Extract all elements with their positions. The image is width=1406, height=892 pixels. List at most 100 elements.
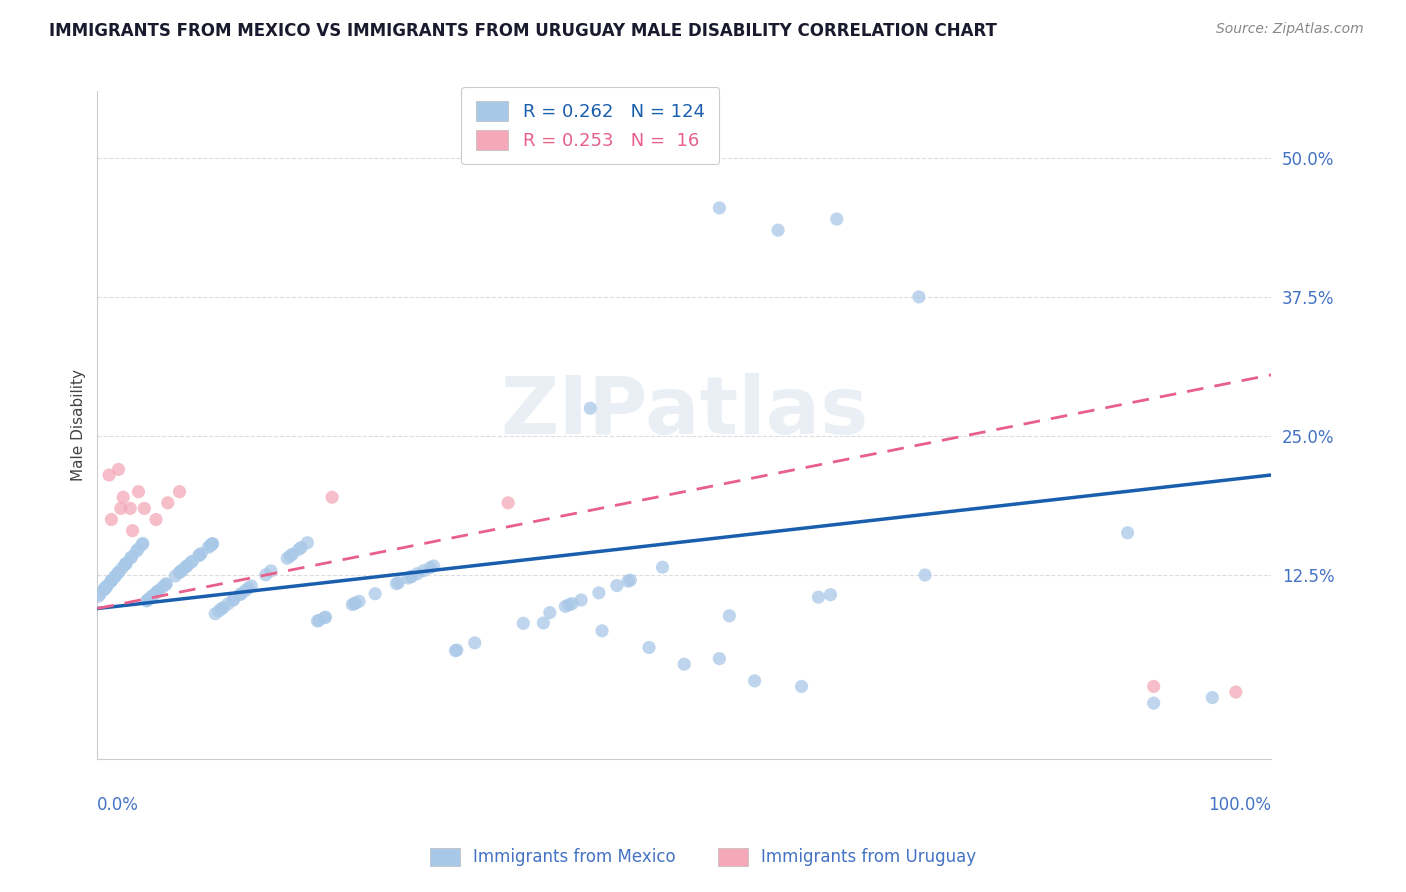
- Point: [229, 587, 252, 601]
- Point: [591, 624, 613, 638]
- Point: [93, 582, 115, 596]
- Point: [579, 401, 602, 416]
- Point: [278, 549, 301, 563]
- Point: [606, 578, 628, 592]
- Point: [115, 557, 138, 571]
- Point: [619, 573, 641, 587]
- Point: [98, 468, 121, 483]
- Point: [673, 657, 696, 672]
- Point: [307, 614, 329, 628]
- Point: [222, 592, 245, 607]
- Point: [401, 569, 423, 583]
- Point: [401, 569, 423, 583]
- Point: [146, 584, 169, 599]
- Point: [145, 585, 167, 599]
- Point: [131, 537, 153, 551]
- Point: [538, 606, 561, 620]
- Point: [406, 566, 429, 581]
- Text: IMMIGRANTS FROM MEXICO VS IMMIGRANTS FROM URUGUAY MALE DISABILITY CORRELATION CH: IMMIGRANTS FROM MEXICO VS IMMIGRANTS FRO…: [49, 22, 997, 40]
- Point: [114, 557, 136, 571]
- Point: [314, 610, 336, 624]
- Point: [176, 558, 198, 573]
- Point: [87, 589, 110, 603]
- Point: [148, 583, 170, 598]
- Point: [240, 579, 263, 593]
- Point: [135, 594, 157, 608]
- Point: [156, 496, 179, 510]
- Point: [93, 582, 115, 596]
- Point: [561, 597, 583, 611]
- Point: [825, 212, 848, 227]
- Point: [181, 554, 204, 568]
- Point: [134, 501, 156, 516]
- Point: [709, 201, 731, 215]
- Point: [1143, 680, 1166, 694]
- Point: [343, 597, 366, 611]
- Point: [238, 582, 260, 596]
- Legend: Immigrants from Mexico, Immigrants from Uruguay: Immigrants from Mexico, Immigrants from …: [423, 841, 983, 873]
- Point: [254, 567, 277, 582]
- Point: [200, 539, 222, 553]
- Point: [121, 549, 143, 564]
- Point: [200, 538, 222, 552]
- Point: [412, 564, 434, 578]
- Point: [344, 596, 367, 610]
- Point: [121, 524, 143, 538]
- Point: [111, 561, 134, 575]
- Point: [419, 560, 441, 574]
- Point: [145, 512, 167, 526]
- Point: [169, 484, 191, 499]
- Point: [96, 579, 118, 593]
- Point: [744, 673, 766, 688]
- Point: [297, 535, 319, 549]
- Point: [180, 556, 202, 570]
- Point: [187, 549, 209, 563]
- Point: [94, 580, 117, 594]
- Point: [120, 551, 142, 566]
- Point: [169, 565, 191, 579]
- Point: [914, 568, 936, 582]
- Point: [385, 576, 408, 591]
- Point: [222, 593, 245, 607]
- Point: [321, 490, 343, 504]
- Point: [142, 589, 165, 603]
- Point: [152, 580, 174, 594]
- Point: [709, 651, 731, 665]
- Point: [127, 484, 149, 499]
- Point: [287, 542, 309, 557]
- Y-axis label: Male Disability: Male Disability: [72, 369, 86, 481]
- Point: [790, 680, 813, 694]
- Point: [496, 496, 519, 510]
- Point: [170, 564, 193, 578]
- Point: [165, 569, 187, 583]
- Point: [512, 616, 534, 631]
- Point: [347, 594, 370, 608]
- Point: [588, 586, 610, 600]
- Point: [1143, 696, 1166, 710]
- Point: [1225, 685, 1247, 699]
- Point: [807, 591, 830, 605]
- Point: [718, 608, 741, 623]
- Point: [260, 564, 283, 578]
- Point: [569, 593, 592, 607]
- Point: [1201, 690, 1223, 705]
- Text: 100.0%: 100.0%: [1208, 796, 1271, 814]
- Point: [651, 560, 673, 574]
- Point: [766, 223, 789, 237]
- Point: [167, 566, 190, 580]
- Point: [217, 597, 239, 611]
- Point: [204, 607, 226, 621]
- Text: Source: ZipAtlas.com: Source: ZipAtlas.com: [1216, 22, 1364, 37]
- Point: [444, 643, 467, 657]
- Point: [531, 615, 554, 630]
- Point: [107, 462, 129, 476]
- Point: [558, 598, 581, 612]
- Point: [212, 600, 235, 615]
- Point: [104, 569, 127, 583]
- Point: [132, 536, 155, 550]
- Point: [554, 599, 576, 614]
- Point: [125, 544, 148, 558]
- Point: [211, 601, 233, 615]
- Point: [100, 574, 122, 588]
- Point: [342, 598, 364, 612]
